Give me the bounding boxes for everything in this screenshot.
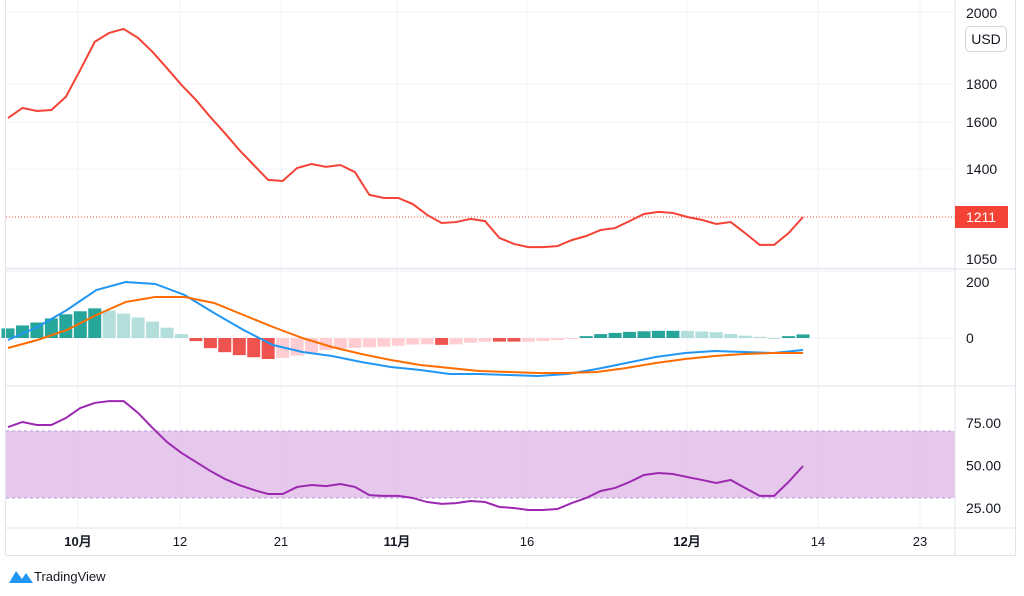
histogram-bar <box>73 311 87 338</box>
histogram-bar <box>579 336 593 338</box>
price-tick-label: 1800 <box>966 76 997 92</box>
histogram-bar <box>565 338 579 339</box>
rsi-tick-label: 75.00 <box>966 415 1001 431</box>
histogram-bar <box>767 337 781 339</box>
currency-button[interactable]: USD <box>965 26 1007 52</box>
x-tick-label: 10月 <box>64 534 91 549</box>
histogram-bar <box>146 321 160 338</box>
histogram-bar <box>362 338 376 348</box>
histogram-bar <box>507 338 521 342</box>
histogram-bar <box>738 335 752 338</box>
histogram-bar <box>651 330 665 338</box>
histogram-bar <box>377 338 391 347</box>
histogram-bar <box>796 334 810 338</box>
x-tick-label: 12 <box>173 534 187 549</box>
brand-name: TradingView <box>34 568 106 584</box>
x-tick-label: 23 <box>913 534 927 549</box>
rsi-band <box>6 431 955 498</box>
macd-tick-label: 0 <box>966 330 974 346</box>
x-tick-label: 21 <box>274 534 288 549</box>
histogram-bar <box>131 317 145 338</box>
last-price-badge <box>955 206 1008 228</box>
histogram-bar <box>160 327 174 338</box>
histogram-bar <box>420 338 434 345</box>
histogram-bar <box>550 338 564 341</box>
last-price-label: 1211 <box>966 209 996 225</box>
histogram-bar <box>464 338 478 343</box>
histogram-bar <box>753 336 767 338</box>
x-tick-label: 16 <box>520 534 534 549</box>
signal-line <box>7 296 803 374</box>
rsi-tick-label: 50.00 <box>966 458 1001 474</box>
histogram-bar <box>695 331 709 338</box>
histogram-bar <box>608 332 622 338</box>
histogram-bar <box>102 310 116 338</box>
histogram-bar <box>247 338 261 358</box>
histogram-bar <box>174 334 188 338</box>
price-tick-label: 1050 <box>966 251 997 267</box>
histogram-bar <box>1 328 15 338</box>
histogram-bar <box>406 338 420 345</box>
histogram-bar <box>88 308 102 338</box>
histogram-bar <box>724 333 738 338</box>
histogram-bar <box>435 338 449 345</box>
histogram-bar <box>218 338 232 353</box>
histogram-bar <box>521 338 535 342</box>
histogram-bar <box>348 338 362 348</box>
rsi-tick-label: 25.00 <box>966 500 1001 516</box>
histogram-bar <box>203 338 217 349</box>
histogram-bar <box>44 318 58 338</box>
histogram-bar <box>391 338 405 346</box>
histogram-bar <box>680 330 694 338</box>
histogram-bar <box>449 338 463 345</box>
histogram-bar <box>782 336 796 338</box>
x-tick-label: 12月 <box>673 534 700 549</box>
tradingview-logo[interactable]: TradingView <box>8 568 106 584</box>
histogram-bar <box>232 338 246 356</box>
histogram-bar <box>536 338 550 342</box>
histogram-bar <box>666 330 680 338</box>
price-tick-label: 1600 <box>966 114 997 130</box>
histogram-bar <box>290 338 304 356</box>
histogram-bar <box>623 331 637 338</box>
histogram-bar <box>637 331 651 338</box>
tradingview-logo-icon <box>9 571 33 583</box>
rsi-line <box>7 400 804 512</box>
histogram-bar <box>478 338 492 342</box>
x-tick-label: 14 <box>811 534 825 549</box>
histogram-bar <box>492 338 506 342</box>
price-tick-label: 1400 <box>966 161 997 177</box>
price-line <box>7 27 804 249</box>
histogram-bar <box>594 334 608 338</box>
histogram-bar <box>59 314 73 338</box>
histogram-bar <box>189 338 203 342</box>
histogram-bar <box>709 332 723 338</box>
macd-tick-label: 200 <box>966 274 990 290</box>
x-tick-label: 11月 <box>384 534 411 549</box>
histogram-bar <box>117 313 131 338</box>
macd-line <box>7 280 804 378</box>
histogram-bar <box>333 338 347 349</box>
price-tick-label: 2000 <box>966 5 997 21</box>
